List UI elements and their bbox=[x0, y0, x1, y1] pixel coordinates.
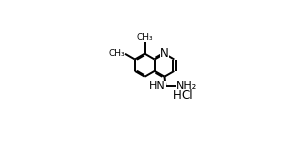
Text: N: N bbox=[160, 47, 169, 60]
Text: CH₃: CH₃ bbox=[108, 49, 125, 58]
Text: NH₂: NH₂ bbox=[176, 81, 198, 91]
Text: CH₃: CH₃ bbox=[136, 33, 153, 42]
Text: H: H bbox=[173, 89, 182, 102]
Text: Cl: Cl bbox=[181, 89, 193, 102]
Text: HN: HN bbox=[149, 81, 166, 91]
